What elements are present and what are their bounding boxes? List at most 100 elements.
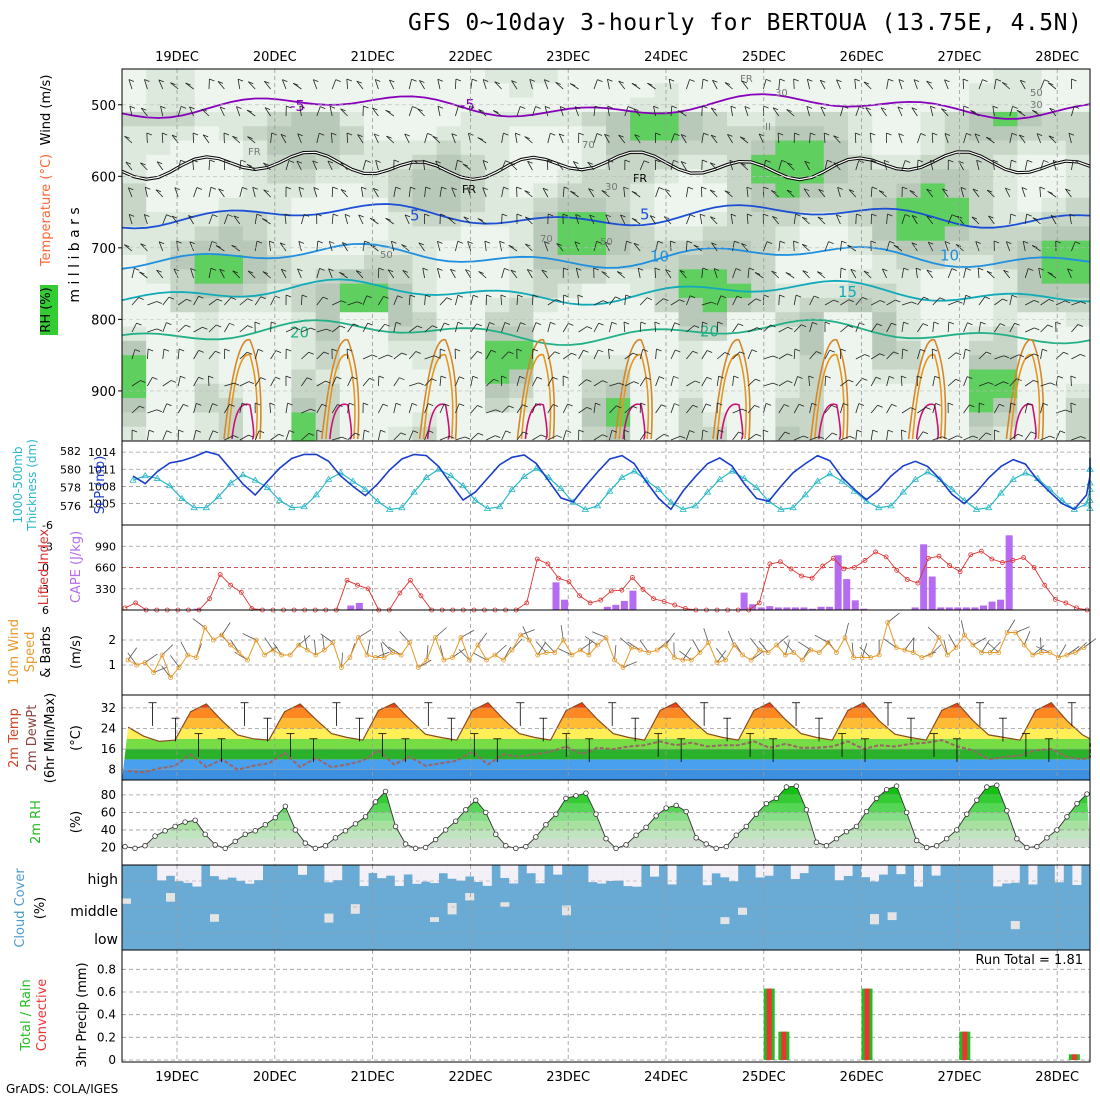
wind-barb	[763, 403, 767, 414]
rh-cell	[122, 383, 147, 399]
rh-cell	[872, 169, 897, 184]
wind-barb	[1009, 403, 1012, 414]
freezing-label: FR	[633, 172, 647, 185]
wind-barb	[578, 407, 588, 414]
temp-band	[122, 702, 1090, 708]
rh-cell	[920, 297, 946, 313]
wind-barb	[193, 350, 200, 360]
rh-cell	[339, 398, 365, 413]
rh-marker	[823, 843, 830, 849]
rh-cell	[969, 97, 994, 113]
wind-barb	[593, 241, 598, 252]
wind-barb	[686, 214, 691, 225]
wind-speed-marker	[654, 647, 660, 653]
rh-cell	[727, 269, 752, 285]
wind-barb-flag	[306, 377, 313, 381]
rh-cell	[799, 140, 825, 156]
wind-speed-marker	[424, 657, 430, 663]
wind-barb-flag	[999, 323, 1006, 327]
wind-barb	[486, 435, 496, 441]
rh-cell	[606, 398, 631, 413]
wind-barb	[1032, 217, 1041, 225]
wind-barb	[123, 244, 133, 252]
li-marker	[820, 563, 826, 569]
wind-barb	[171, 215, 179, 225]
wind-barb-flag	[148, 429, 155, 433]
rh-cell	[436, 140, 462, 156]
rh-cell	[243, 226, 268, 242]
wind-barb	[732, 431, 739, 441]
rh-cell	[194, 126, 220, 142]
wind-barb-flag	[570, 83, 576, 86]
wind-barb-flag	[1068, 132, 1075, 136]
wind-barb	[978, 79, 983, 90]
wind-barb-flag	[504, 268, 510, 271]
rh-cell	[170, 111, 196, 127]
wind-barb	[526, 269, 533, 279]
wind-barb	[917, 431, 924, 441]
wind-barb	[840, 106, 844, 117]
rh-cell	[920, 183, 946, 199]
rh-cell	[630, 369, 655, 385]
wind-speed-marker	[253, 637, 259, 643]
cloud-high-clear	[359, 865, 369, 887]
rh-cell	[412, 69, 438, 84]
wind-barb-flag	[462, 163, 468, 167]
cloud-high-clear	[368, 865, 378, 874]
rh-contour-label: II	[765, 122, 771, 133]
wind-barb-flag	[631, 191, 638, 194]
rh-band	[122, 803, 1090, 813]
li-marker	[566, 579, 572, 585]
wind-barb	[963, 435, 973, 441]
thickness-marker	[202, 503, 211, 511]
rh-cell	[557, 283, 583, 299]
date-tick-top: 20DEC	[253, 50, 297, 65]
wind-barb	[362, 241, 365, 252]
wind-speed-marker	[910, 650, 916, 655]
isotherm-line	[121, 93, 1091, 120]
wind-barb	[784, 640, 790, 656]
wind-barb	[604, 134, 610, 144]
wind-barb	[455, 160, 458, 171]
rh-cell	[702, 169, 728, 184]
rh-cell	[364, 297, 389, 313]
rh-marker	[703, 841, 709, 847]
wind-barb	[944, 241, 949, 252]
wind-barb-flag	[242, 186, 248, 190]
wind-barb-flag	[793, 240, 799, 244]
rh-cell	[146, 369, 171, 385]
rh-cell	[969, 412, 994, 428]
rh-cell	[364, 255, 389, 270]
rh-marker	[422, 844, 429, 851]
wind-barb-flag	[535, 322, 542, 326]
wind-barb-flag	[256, 240, 263, 244]
wind-barb-flag	[131, 429, 138, 433]
rh-cell	[823, 197, 849, 213]
rh-cell	[122, 297, 147, 313]
wind-barb	[624, 295, 627, 306]
wind-barb	[840, 267, 842, 279]
rh-marker	[503, 843, 509, 849]
wind-barb	[670, 133, 675, 144]
wind-barb	[947, 268, 953, 279]
li-marker	[788, 566, 794, 572]
rh-cell	[848, 140, 873, 156]
rh-cell	[170, 269, 196, 285]
wind-speed-marker	[706, 640, 711, 645]
pressure-axis-label: m i l l i b a r s	[67, 207, 83, 302]
rh-cell	[485, 240, 510, 256]
rh-cell	[315, 340, 341, 356]
wind-barb-flag	[703, 132, 709, 136]
wind-barb	[836, 79, 841, 90]
wind-barb	[833, 135, 841, 144]
wind-barb-flag	[449, 435, 455, 439]
wind-barb	[809, 322, 813, 333]
wind-barb	[663, 216, 672, 225]
wind-barb-flag	[173, 268, 180, 272]
rh-cell	[557, 398, 583, 413]
wind-barb	[840, 403, 844, 414]
cloud-high-clear	[588, 865, 598, 883]
wind-barb-flag	[655, 132, 661, 136]
wind-barb	[439, 187, 442, 198]
cloud-mid-clear	[870, 914, 879, 925]
